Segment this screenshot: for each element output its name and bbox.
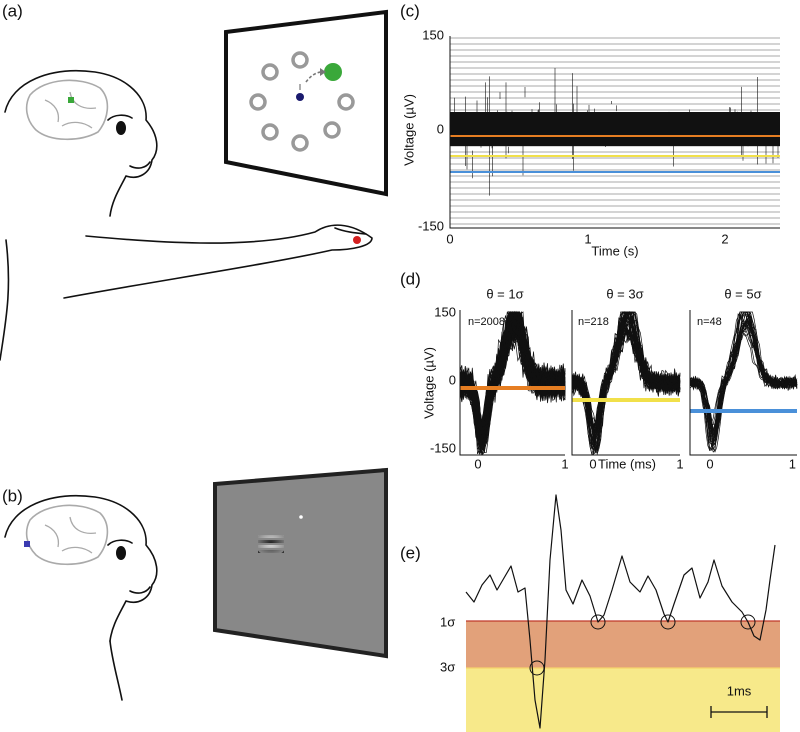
waveform [571,325,681,434]
tick-label: 0 [446,231,453,246]
waveform-plots [459,310,798,456]
axis-title: Voltage (µV) [421,347,436,419]
tick-label: 150 [434,304,456,319]
waveform [459,310,566,450]
tick-label: 1 [789,456,796,471]
tick-label: 1 [584,231,591,246]
waveform [571,322,681,428]
axis [459,310,565,456]
scale-bar-label: 1ms [727,683,752,698]
tick-label: 0 [449,372,456,387]
subplot-title: θ = 3σ [606,286,643,301]
subplot-title: θ = 1σ [486,286,523,301]
tick-label: 0 [589,456,596,471]
count-label: n=2008 [468,316,505,328]
waveform [689,331,798,426]
level-label: 1σ [440,614,455,629]
count-label: n=218 [578,316,609,328]
stimulus-screen [213,467,388,659]
threshold-illustration [465,494,780,732]
waveform [689,311,798,451]
count-label: n=48 [697,316,722,328]
monkey-illustration [4,494,158,701]
raw-trace-plot [449,36,780,229]
waveform [459,311,566,446]
level-label: 3σ [440,659,455,674]
tick-label: 1 [561,456,568,471]
panel-label: (e) [400,543,421,562]
waveform [571,311,681,448]
panel-label: (a) [2,1,23,20]
subplot-title: θ = 5σ [724,286,761,301]
tick-label: 1 [676,456,683,471]
tick-label: 150 [422,27,444,42]
waveform [459,325,566,428]
task-screen [224,9,388,197]
monkey-illustration [0,70,373,361]
axis-title: Time (s) [591,243,638,258]
waveform [459,316,566,439]
tick-label: 0 [474,456,481,471]
tick-label: -150 [418,218,444,233]
axis [689,310,797,456]
tick-label: 0 [706,456,713,471]
axis-title: Voltage (µV) [401,94,416,166]
axis-title: Time (ms) [598,456,656,471]
tick-label: 2 [721,231,728,246]
axis [449,36,780,229]
noise-band [450,112,780,146]
tick-label: -150 [430,440,456,455]
panel-label: (d) [400,269,421,288]
tick-label: 0 [437,121,444,136]
panel-label: (b) [2,486,23,505]
waveform [459,315,566,435]
axis [571,310,680,456]
panel-label: (c) [400,1,420,20]
